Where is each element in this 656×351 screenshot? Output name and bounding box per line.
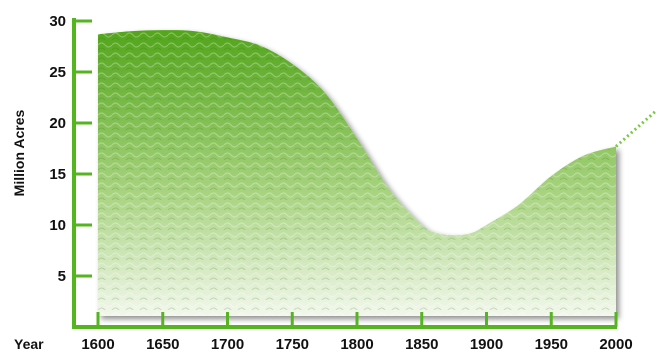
- area-texture-0: [98, 30, 616, 317]
- x-tick-label-1750: 1750: [276, 336, 309, 351]
- x-tick-label-1950: 1950: [535, 336, 568, 351]
- area-layer: [98, 30, 656, 317]
- y-tick-label-20: 20: [49, 115, 66, 132]
- x-tick-label-2000: 2000: [599, 336, 632, 351]
- y-tick-label-15: 15: [49, 166, 66, 183]
- x-tick-label-1900: 1900: [470, 336, 503, 351]
- x-tick-label-1600: 1600: [81, 336, 114, 351]
- y-tick-label-5: 5: [58, 268, 66, 285]
- y-tick-label-30: 30: [49, 13, 66, 30]
- y-axis-title: Million Acres: [11, 109, 27, 196]
- y-tick-label-25: 25: [49, 64, 66, 81]
- x-tick-label-1700: 1700: [211, 336, 244, 351]
- x-axis-title: Year: [14, 336, 44, 351]
- x-tick-label-1850: 1850: [405, 336, 438, 351]
- x-tick-label-1800: 1800: [340, 336, 373, 351]
- tick-layer: 5 10 15 20 25 30 1600 1650 1700 1750 1800 1850 1900 1…: [49, 13, 632, 351]
- projection-line: [615, 109, 656, 148]
- y-tick-label-10: 10: [49, 217, 66, 234]
- x-tick-label-1650: 1650: [146, 336, 179, 351]
